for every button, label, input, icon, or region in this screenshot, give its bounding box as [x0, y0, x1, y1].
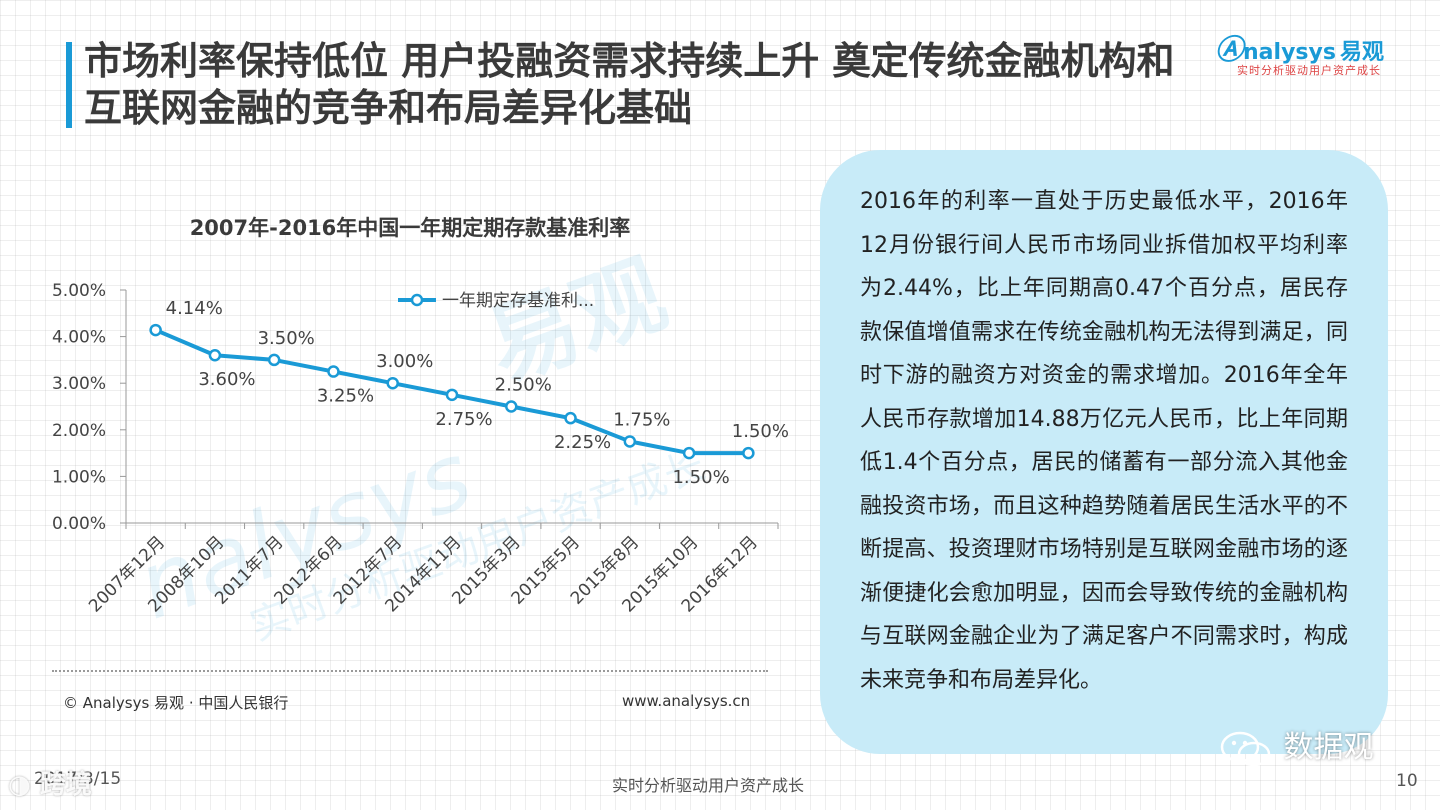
data-point [327, 365, 340, 378]
y-tick-label: 3.00% [52, 374, 106, 394]
data-label: 1.50% [672, 467, 729, 488]
data-label: 4.14% [166, 298, 223, 319]
chart-divider [52, 670, 768, 672]
legend-label: 一年期定存基准利... [442, 291, 594, 311]
watermark-right-text: 数据观 [1283, 730, 1374, 765]
data-point [564, 411, 577, 425]
line-chart: nalysys易观实时分析驱动用户资产成长0.00%1.00%2.00%3.00… [52, 241, 789, 650]
data-label: 2.75% [435, 409, 492, 430]
data-label: 1.75% [613, 409, 670, 430]
summary-paragraph: 2016年的利率一直处于历史最低水平，2016年12月份银行间人民币市场同业拆借… [860, 189, 1348, 693]
logo-cn-text: 易观 [1339, 40, 1384, 65]
logo-wordmark: Ⓐnalysys 易观 [1215, 33, 1384, 66]
legend-swatch-marker [410, 293, 424, 307]
watermark-left-icon: ◑ [8, 770, 31, 800]
y-tick-label: 4.00% [52, 328, 106, 348]
data-label: 3.50% [258, 328, 315, 349]
data-point [386, 376, 399, 390]
data-point [505, 400, 518, 413]
data-label: 3.60% [198, 369, 255, 390]
data-point [445, 388, 459, 402]
data-label: 2.25% [554, 432, 611, 453]
data-point [682, 446, 696, 460]
watermark-left-text: 跨境 [39, 770, 92, 800]
watermark-left: ◑ 跨境 [8, 764, 92, 801]
y-tick-label: 0.00% [52, 514, 106, 534]
chart-area: 2007年-2016年中国一年期定期存款基准利率 nalysys 易观 实时分析驱动… [52, 216, 789, 712]
data-point [623, 435, 637, 448]
watermark-right: 数据观 [1218, 722, 1374, 769]
data-label: 1.50% [732, 421, 789, 442]
logo-main-text: nalysys [1243, 40, 1336, 65]
chart-source: © Analysys 易观 · 中国人民银行 [63, 694, 289, 712]
logo-slogan: 实时分析驱动用户资产成长 [1237, 64, 1381, 77]
data-point [267, 353, 281, 367]
footer-date: 2017/3/15 [34, 769, 122, 789]
summary-textbox: 2016年的利率一直处于历史最低水平，2016年12月份银行间人民币市场同业拆借… [820, 150, 1388, 754]
title-accent-bar [66, 42, 72, 128]
wechat-icon [1220, 731, 1271, 766]
analysys-logo: Ⓐnalysys 易观 实时分析驱动用户资产成长 [1215, 28, 1415, 88]
page-title: 市场利率保持低位 用户投融资需求持续上升 奠定传统金融机构和互联网金融的竞争和布… [84, 39, 1175, 130]
footer-slogan: 实时分析驱动用户资产成长 [612, 776, 805, 795]
page-number: 10 [1396, 771, 1418, 791]
data-label: 3.00% [376, 351, 433, 372]
y-tick-label: 2.00% [52, 421, 106, 441]
data-point [742, 446, 755, 460]
data-label: 2.50% [495, 375, 552, 396]
data-point [208, 348, 222, 362]
data-label: 3.25% [317, 386, 374, 407]
y-tick-label: 1.00% [52, 467, 106, 487]
chart-website: www.analysys.cn [622, 692, 751, 710]
data-point [149, 323, 162, 337]
y-tick-label: 5.00% [52, 281, 106, 301]
chart-title: 2007年-2016年中国一年期定期存款基准利率 [189, 216, 631, 240]
